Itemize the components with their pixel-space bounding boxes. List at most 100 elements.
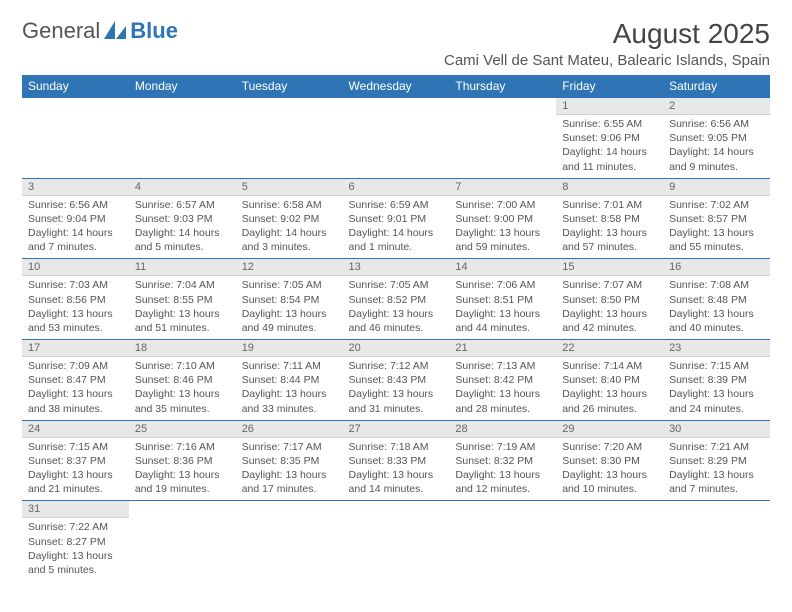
day-line-d2: and 44 minutes. — [455, 321, 550, 335]
day-details: Sunrise: 7:07 AMSunset: 8:50 PMDaylight:… — [556, 276, 663, 339]
day-line-d1: Daylight: 13 hours — [28, 549, 123, 563]
day-line-d1: Daylight: 13 hours — [455, 387, 550, 401]
day-line-ss: Sunset: 8:56 PM — [28, 293, 123, 307]
calendar-cell — [236, 98, 343, 179]
day-line-sr: Sunrise: 7:15 AM — [28, 440, 123, 454]
calendar-cell — [449, 98, 556, 179]
weekday-header: Thursday — [449, 75, 556, 98]
day-line-sr: Sunrise: 7:08 AM — [669, 278, 764, 292]
day-line-ss: Sunset: 8:50 PM — [562, 293, 657, 307]
day-line-d1: Daylight: 13 hours — [455, 468, 550, 482]
day-line-ss: Sunset: 8:52 PM — [349, 293, 444, 307]
day-details: Sunrise: 6:56 AMSunset: 9:04 PMDaylight:… — [22, 196, 129, 259]
day-number: 9 — [663, 179, 770, 196]
day-line-d2: and 55 minutes. — [669, 240, 764, 254]
day-line-sr: Sunrise: 7:00 AM — [455, 198, 550, 212]
day-line-sr: Sunrise: 7:18 AM — [349, 440, 444, 454]
day-line-d1: Daylight: 13 hours — [28, 468, 123, 482]
calendar-cell — [343, 98, 450, 179]
calendar-cell: 21Sunrise: 7:13 AMSunset: 8:42 PMDayligh… — [449, 340, 556, 421]
day-line-sr: Sunrise: 7:13 AM — [455, 359, 550, 373]
location-subtitle: Cami Vell de Sant Mateu, Balearic Island… — [444, 52, 770, 69]
day-number: 19 — [236, 340, 343, 357]
calendar-cell: 29Sunrise: 7:20 AMSunset: 8:30 PMDayligh… — [556, 420, 663, 501]
day-line-sr: Sunrise: 7:09 AM — [28, 359, 123, 373]
logo: General Blue — [22, 18, 178, 44]
calendar-cell: 6Sunrise: 6:59 AMSunset: 9:01 PMDaylight… — [343, 178, 450, 259]
calendar-cell: 9Sunrise: 7:02 AMSunset: 8:57 PMDaylight… — [663, 178, 770, 259]
day-details: Sunrise: 7:19 AMSunset: 8:32 PMDaylight:… — [449, 438, 556, 501]
day-details: Sunrise: 7:20 AMSunset: 8:30 PMDaylight:… — [556, 438, 663, 501]
day-line-sr: Sunrise: 7:12 AM — [349, 359, 444, 373]
calendar-cell: 7Sunrise: 7:00 AMSunset: 9:00 PMDaylight… — [449, 178, 556, 259]
day-details: Sunrise: 7:08 AMSunset: 8:48 PMDaylight:… — [663, 276, 770, 339]
day-line-sr: Sunrise: 7:17 AM — [242, 440, 337, 454]
day-line-d1: Daylight: 13 hours — [242, 468, 337, 482]
day-line-d1: Daylight: 13 hours — [669, 387, 764, 401]
day-line-sr: Sunrise: 6:59 AM — [349, 198, 444, 212]
day-line-d2: and 19 minutes. — [135, 482, 230, 496]
day-line-ss: Sunset: 8:32 PM — [455, 454, 550, 468]
day-line-d1: Daylight: 13 hours — [28, 307, 123, 321]
day-line-ss: Sunset: 9:03 PM — [135, 212, 230, 226]
day-line-d1: Daylight: 13 hours — [349, 307, 444, 321]
day-number: 2 — [663, 98, 770, 115]
day-details: Sunrise: 7:03 AMSunset: 8:56 PMDaylight:… — [22, 276, 129, 339]
day-number: 3 — [22, 179, 129, 196]
day-line-d1: Daylight: 14 hours — [562, 145, 657, 159]
calendar-cell: 4Sunrise: 6:57 AMSunset: 9:03 PMDaylight… — [129, 178, 236, 259]
day-number: 18 — [129, 340, 236, 357]
day-line-d1: Daylight: 13 hours — [349, 387, 444, 401]
calendar-body: 1Sunrise: 6:55 AMSunset: 9:06 PMDaylight… — [22, 98, 770, 582]
day-number: 14 — [449, 259, 556, 276]
day-details: Sunrise: 7:16 AMSunset: 8:36 PMDaylight:… — [129, 438, 236, 501]
day-number: 23 — [663, 340, 770, 357]
day-details: Sunrise: 7:10 AMSunset: 8:46 PMDaylight:… — [129, 357, 236, 420]
day-line-sr: Sunrise: 7:15 AM — [669, 359, 764, 373]
day-number: 8 — [556, 179, 663, 196]
day-number: 21 — [449, 340, 556, 357]
day-line-sr: Sunrise: 7:14 AM — [562, 359, 657, 373]
weekday-header: Wednesday — [343, 75, 450, 98]
day-details: Sunrise: 6:59 AMSunset: 9:01 PMDaylight:… — [343, 196, 450, 259]
day-line-d2: and 40 minutes. — [669, 321, 764, 335]
weekday-header: Monday — [129, 75, 236, 98]
day-line-sr: Sunrise: 6:57 AM — [135, 198, 230, 212]
calendar-cell: 22Sunrise: 7:14 AMSunset: 8:40 PMDayligh… — [556, 340, 663, 421]
day-line-sr: Sunrise: 7:16 AM — [135, 440, 230, 454]
day-number: 27 — [343, 421, 450, 438]
day-line-ss: Sunset: 9:04 PM — [28, 212, 123, 226]
day-number: 29 — [556, 421, 663, 438]
day-number: 6 — [343, 179, 450, 196]
calendar-cell — [236, 501, 343, 581]
day-line-ss: Sunset: 9:05 PM — [669, 131, 764, 145]
day-line-d2: and 1 minute. — [349, 240, 444, 254]
day-details: Sunrise: 7:05 AMSunset: 8:54 PMDaylight:… — [236, 276, 343, 339]
day-line-ss: Sunset: 8:27 PM — [28, 535, 123, 549]
day-line-ss: Sunset: 8:43 PM — [349, 373, 444, 387]
day-line-ss: Sunset: 8:58 PM — [562, 212, 657, 226]
weekday-header: Saturday — [663, 75, 770, 98]
day-line-ss: Sunset: 8:55 PM — [135, 293, 230, 307]
calendar-cell: 15Sunrise: 7:07 AMSunset: 8:50 PMDayligh… — [556, 259, 663, 340]
day-line-ss: Sunset: 8:44 PM — [242, 373, 337, 387]
calendar-cell: 23Sunrise: 7:15 AMSunset: 8:39 PMDayligh… — [663, 340, 770, 421]
day-line-d1: Daylight: 13 hours — [562, 226, 657, 240]
day-line-ss: Sunset: 8:29 PM — [669, 454, 764, 468]
day-line-d1: Daylight: 14 hours — [349, 226, 444, 240]
day-line-ss: Sunset: 8:40 PM — [562, 373, 657, 387]
calendar-head: SundayMondayTuesdayWednesdayThursdayFrid… — [22, 75, 770, 98]
day-line-d2: and 24 minutes. — [669, 402, 764, 416]
calendar-cell: 14Sunrise: 7:06 AMSunset: 8:51 PMDayligh… — [449, 259, 556, 340]
day-number: 12 — [236, 259, 343, 276]
day-details: Sunrise: 7:11 AMSunset: 8:44 PMDaylight:… — [236, 357, 343, 420]
day-line-d2: and 21 minutes. — [28, 482, 123, 496]
day-number: 17 — [22, 340, 129, 357]
day-line-ss: Sunset: 8:36 PM — [135, 454, 230, 468]
day-line-d2: and 46 minutes. — [349, 321, 444, 335]
day-number: 22 — [556, 340, 663, 357]
calendar-cell: 25Sunrise: 7:16 AMSunset: 8:36 PMDayligh… — [129, 420, 236, 501]
day-line-d2: and 26 minutes. — [562, 402, 657, 416]
day-line-ss: Sunset: 8:35 PM — [242, 454, 337, 468]
day-line-d1: Daylight: 14 hours — [135, 226, 230, 240]
